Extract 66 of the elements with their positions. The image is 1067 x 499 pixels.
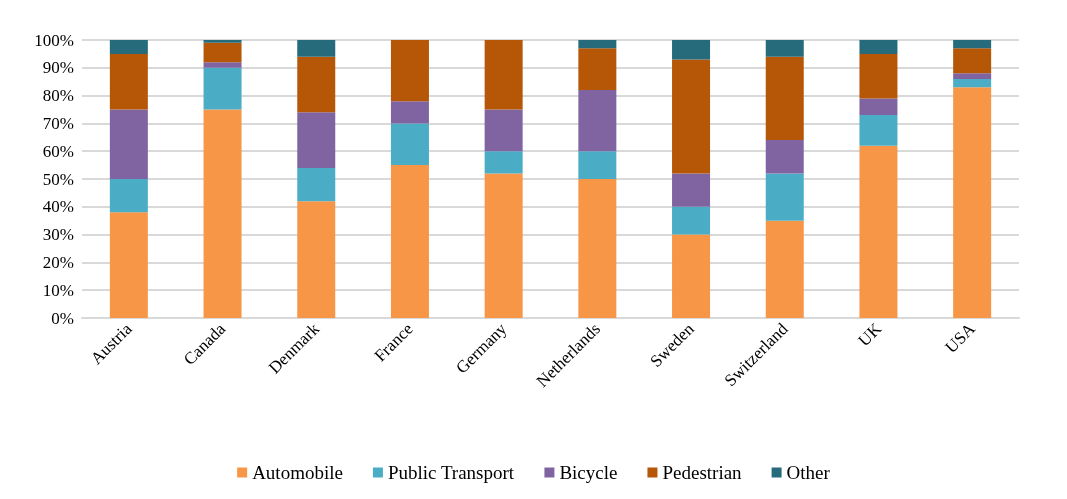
bar (484, 109, 523, 152)
bar (953, 78, 992, 88)
bar (953, 40, 992, 49)
y-tick-label: 20% (42, 252, 74, 272)
y-tick-label: 80% (42, 86, 74, 106)
y-tick-label: 30% (42, 225, 74, 245)
bar (578, 48, 617, 91)
bar (297, 167, 336, 202)
legend-label: Automobile (252, 462, 343, 483)
bar (484, 40, 523, 110)
bar (578, 40, 617, 49)
legend-label: Other (786, 462, 831, 483)
bar (203, 42, 242, 63)
bar (672, 173, 711, 207)
bar (203, 40, 242, 43)
bar (672, 234, 711, 318)
bar (578, 179, 617, 318)
bar (109, 40, 148, 54)
bar (297, 201, 336, 318)
bar (109, 53, 148, 110)
y-tick-label: 40% (42, 197, 74, 217)
y-tick-label: 70% (42, 113, 74, 133)
y-tick-label: 60% (42, 141, 74, 161)
bar (297, 112, 336, 168)
bar (484, 173, 523, 318)
bar (390, 40, 429, 102)
bar (859, 115, 898, 146)
bar (672, 40, 711, 60)
y-tick-label: 0% (51, 308, 74, 328)
bar (390, 101, 429, 124)
y-tick-label: 10% (42, 280, 74, 300)
bar (109, 179, 148, 213)
bar (672, 206, 711, 235)
bar (390, 123, 429, 166)
x-tick-label: USA (941, 318, 980, 357)
bar (109, 212, 148, 318)
legend-label: Bicycle (559, 462, 618, 483)
y-tick-label: 50% (42, 169, 74, 189)
bar (203, 109, 242, 318)
bar (953, 48, 992, 74)
bar (672, 59, 711, 174)
x-tick-label: UK (854, 318, 886, 351)
legend-label: Pedestrian (662, 462, 743, 483)
y-tick-label: 100% (34, 30, 74, 50)
bar (765, 220, 804, 318)
bar (859, 145, 898, 318)
bar (765, 56, 804, 141)
legend-label: Public Transport (387, 462, 515, 483)
bar (390, 165, 429, 318)
bar (765, 140, 804, 174)
bar (765, 173, 804, 221)
bar (953, 73, 992, 79)
bar (203, 62, 242, 68)
bar (859, 53, 898, 99)
bar (578, 151, 617, 179)
bar (859, 40, 898, 54)
bar (203, 67, 242, 110)
bar (109, 109, 148, 179)
bar (578, 90, 617, 152)
y-tick-label: 90% (42, 58, 74, 78)
bar (484, 151, 523, 174)
bar (765, 40, 804, 57)
bar (953, 87, 992, 318)
bar (859, 98, 898, 116)
bar (297, 40, 336, 57)
bar (297, 56, 336, 113)
